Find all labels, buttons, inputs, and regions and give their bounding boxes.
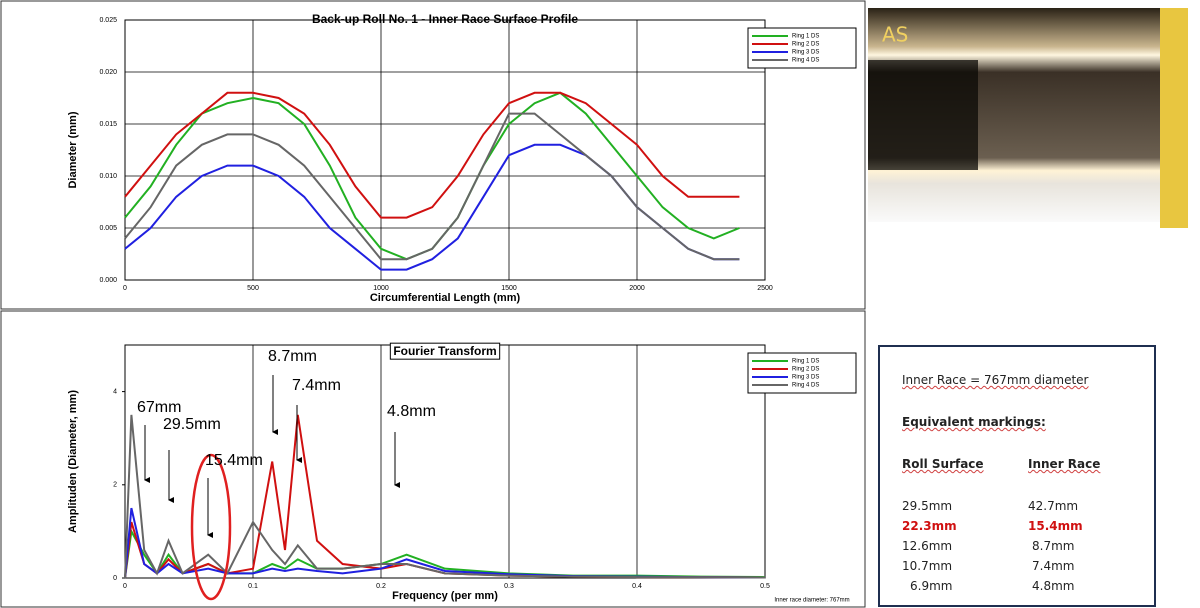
x-axis-label: Circumferential Length (mm) — [370, 292, 521, 304]
cell: 4.8mm — [1032, 579, 1075, 593]
series-line — [124, 91, 740, 219]
legend-label: Ring 3 DS — [792, 50, 819, 56]
annotation: 8.7mm — [268, 348, 317, 365]
cell: 29.5mm — [902, 499, 953, 513]
y-tick-label: 0.000 — [99, 277, 117, 284]
y-tick-label: 0 — [113, 575, 117, 582]
legend-label: Ring 4 DS — [792, 383, 819, 389]
col-header: Inner Race — [1028, 457, 1101, 471]
highlight-ellipse — [190, 453, 232, 601]
cell: 12.6mm — [902, 539, 953, 553]
x-axis-label: Frequency (per mm) — [392, 590, 498, 602]
x-tick-label: 0.5 — [760, 583, 770, 590]
x-tick-label: 0 — [123, 583, 127, 590]
photo-label: AS — [882, 23, 908, 47]
legend-label: Ring 2 DS — [792, 42, 819, 48]
y-tick-label: 2 — [113, 482, 117, 489]
chart-title: Back-up Roll No. 1 - Inner Race Surface … — [312, 12, 578, 26]
y-tick-label: 0.025 — [99, 17, 117, 24]
cell: 42.7mm — [1028, 499, 1079, 513]
annotation: 29.5mm — [163, 416, 221, 433]
legend-label: Ring 1 DS — [792, 34, 819, 40]
y-tick-label: 0.010 — [99, 173, 117, 180]
annotation: 67mm — [137, 399, 181, 416]
annotation: 7.4mm — [292, 377, 341, 394]
info-title: Inner Race = 767mm diameter — [902, 373, 1089, 387]
photo: AS — [868, 8, 1188, 228]
top-panel — [0, 0, 866, 310]
x-tick-label: 2000 — [629, 285, 645, 292]
y-tick-label: 4 — [113, 388, 117, 395]
cell: 10.7mm — [902, 559, 953, 573]
x-tick-label: 0.3 — [504, 583, 514, 590]
x-tick-label: 1000 — [373, 285, 389, 292]
info-box: Inner Race = 767mm diameter Equivalent m… — [878, 345, 1156, 607]
x-tick-label: 500 — [247, 285, 259, 292]
legend-box — [747, 352, 857, 394]
cell: 6.9mm — [910, 579, 953, 593]
bottom-panel — [0, 310, 866, 608]
y-tick-label: 0.020 — [99, 69, 117, 76]
cell: 7.4mm — [1032, 559, 1075, 573]
cell: 8.7mm — [1032, 539, 1075, 553]
info-subtitle: Equivalent markings: — [902, 415, 1046, 429]
x-tick-label: 2500 — [757, 285, 773, 292]
chart-title: Fourier Transform — [393, 344, 496, 358]
cell: 22.3mm — [902, 519, 957, 533]
x-tick-label: 0.2 — [376, 583, 386, 590]
note: Inner race diameter: 767mm — [774, 598, 849, 604]
cell: 15.4mm — [1028, 519, 1083, 533]
annotation: 15.4mm — [205, 452, 263, 469]
plot-area — [124, 344, 766, 579]
col-header: Roll Surface — [902, 457, 984, 471]
x-tick-label: 0.1 — [248, 583, 258, 590]
legend-label: Ring 2 DS — [792, 367, 819, 373]
series-line — [124, 414, 766, 579]
x-tick-label: 1500 — [501, 285, 517, 292]
plot-area — [124, 19, 766, 281]
annotation: 4.8mm — [387, 403, 436, 420]
legend-label: Ring 1 DS — [792, 359, 819, 365]
annotations — [144, 375, 400, 538]
y-tick-label: 0.005 — [99, 225, 117, 232]
title-box — [389, 342, 501, 360]
y-axis-label: Diameter (mm) — [67, 111, 79, 188]
series-line — [124, 112, 740, 261]
legend-label: Ring 3 DS — [792, 375, 819, 381]
y-axis-label: Amplituden (Diameter, mm) — [67, 390, 79, 533]
legend-label: Ring 4 DS — [792, 58, 819, 64]
legend-box — [747, 27, 857, 69]
x-tick-label: 0 — [123, 285, 127, 292]
x-tick-label: 0.4 — [632, 583, 642, 590]
y-tick-label: 0.015 — [99, 121, 117, 128]
